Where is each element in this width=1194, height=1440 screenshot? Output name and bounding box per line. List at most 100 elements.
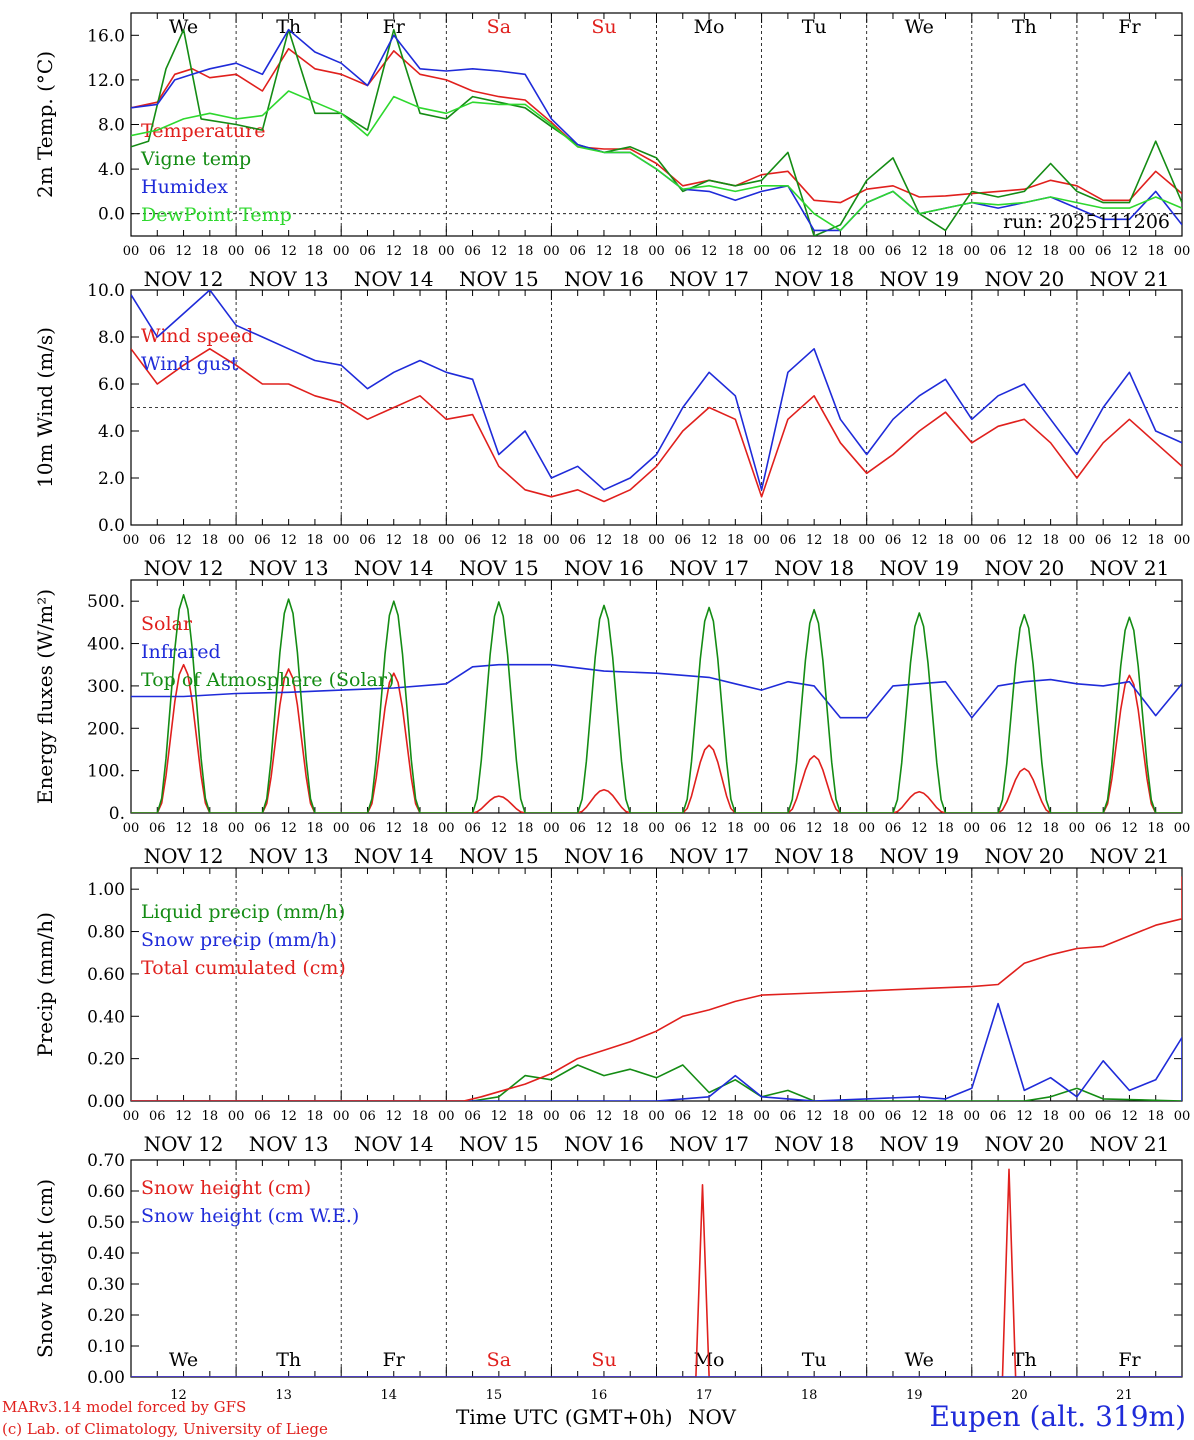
hour-tick-label: 00 [964,821,981,836]
hour-tick-label: 12 [280,1109,297,1124]
date-label: NOV 20 [984,267,1064,291]
hour-tick-label: 12 [596,244,613,259]
weekday-label: Th [1012,1349,1037,1371]
legend-item: Wind gust [141,353,239,375]
hour-tick-label: 12 [491,244,508,259]
hour-tick-label: 00 [543,1109,560,1124]
hour-tick-label: 18 [1042,1109,1059,1124]
hour-tick-label: 06 [569,533,586,548]
hour-tick-label: 18 [832,533,849,548]
y-axis-label: 2m Temp. (°C) [33,51,57,198]
hour-tick-label: 00 [228,244,245,259]
y-tick-label: 10.0 [87,281,125,301]
hour-tick-label: 18 [517,1109,534,1124]
series-line-snow-precip-mm-h- [131,1002,1182,1101]
date-label: NOV 15 [459,844,539,868]
series-line-wind-speed [131,348,1182,503]
y-tick-label: 6.0 [98,375,125,395]
hour-tick-label: 06 [149,533,166,548]
date-label: NOV 19 [879,1132,959,1156]
weekday-label: We [169,16,198,38]
hour-tick-label: 06 [780,821,797,836]
y-tick-label: 0.50 [87,1213,125,1233]
weekday-label: Th [276,16,301,38]
hour-tick-label: 12 [175,244,192,259]
legend-item: Total cumulated (cm) [141,957,346,979]
hour-tick-label: 06 [780,533,797,548]
hour-tick-label: 00 [648,1109,665,1124]
x-axis-label: Time UTC (GMT+0h) [456,1405,673,1429]
y-axis-label: 10m Wind (m/s) [33,327,57,488]
hour-tick-label: 12 [175,821,192,836]
hour-tick-label: 12 [701,533,718,548]
hour-tick-label: 00 [753,1109,770,1124]
y-tick-label: 4.0 [98,422,125,442]
date-label: NOV 19 [879,267,959,291]
hour-tick-label: 06 [1095,1109,1112,1124]
hour-tick-label: 12 [701,244,718,259]
hour-tick-label: 06 [464,533,481,548]
series-line-temperature [131,47,1182,204]
hour-tick-label: 12 [701,1109,718,1124]
hour-tick-label: 00 [333,821,350,836]
hour-tick-label: 18 [412,244,429,259]
series-line-dewpoint-temp [131,90,1182,232]
hour-tick-label: 12 [1121,244,1138,259]
date-label: NOV 12 [144,844,224,868]
hour-tick-label: 18 [202,244,219,259]
hour-tick-label: 06 [359,244,376,259]
y-tick-label: 0.0 [98,516,125,536]
date-label: NOV 21 [1090,844,1170,868]
y-tick-label: 0.40 [87,1007,125,1027]
hour-tick-label: 00 [964,533,981,548]
day-number-label: 13 [275,1388,292,1403]
hour-tick-label: 06 [990,821,1007,836]
hour-tick-label: 18 [832,244,849,259]
weekday-label: Tu [802,16,827,38]
hour-tick-label: 06 [149,1109,166,1124]
hour-tick-label: 18 [937,1109,954,1124]
y-tick-label: 8.0 [98,328,125,348]
hour-tick-label: 18 [1042,821,1059,836]
credits-line-1: MARv3.14 model forced by GFS [2,1398,247,1416]
date-label: NOV 14 [354,844,434,868]
series-line-total-cumulated-cm- [131,876,1182,1101]
hour-tick-label: 12 [911,1109,928,1124]
legend-item: Snow height (cm W.E.) [141,1205,359,1227]
hour-tick-label: 06 [254,244,271,259]
date-label: NOV 20 [984,1132,1064,1156]
legend-item: Solar [141,613,193,635]
hour-tick-label: 18 [1042,244,1059,259]
date-label: NOV 14 [354,267,434,291]
hour-tick-label: 18 [517,244,534,259]
y-tick-label: 0.20 [87,1306,125,1326]
y-tick-label: 500. [87,592,125,612]
hour-tick-label: 06 [464,1109,481,1124]
hour-tick-label: 12 [1016,533,1033,548]
hour-tick-label: 00 [753,821,770,836]
date-label: NOV 13 [249,267,329,291]
hour-tick-label: 12 [911,821,928,836]
hour-tick-label: 12 [491,533,508,548]
date-label: NOV 13 [249,556,329,580]
hour-tick-label: 00 [858,821,875,836]
date-label: NOV 13 [249,1132,329,1156]
y-tick-label: 400. [87,635,125,655]
legend-item: Liquid precip (mm/h) [141,901,345,923]
hour-tick-label: 12 [806,1109,823,1124]
weekday-label: Mo [694,16,725,38]
y-tick-label: 0.00 [87,1368,125,1388]
weekday-label: Sa [487,16,511,38]
hour-tick-label: 06 [675,1109,692,1124]
weekday-label: Fr [1118,16,1141,38]
hour-tick-label: 18 [622,533,639,548]
legend-item: Humidex [141,176,228,198]
y-tick-label: 0.10 [87,1337,125,1357]
hour-tick-label: 12 [1121,821,1138,836]
hour-tick-label: 06 [1095,821,1112,836]
hour-tick-label: 18 [727,244,744,259]
hour-tick-label: 00 [1069,1109,1086,1124]
y-tick-label: 100. [87,762,125,782]
hour-tick-label: 06 [254,1109,271,1124]
date-label: NOV 14 [354,556,434,580]
